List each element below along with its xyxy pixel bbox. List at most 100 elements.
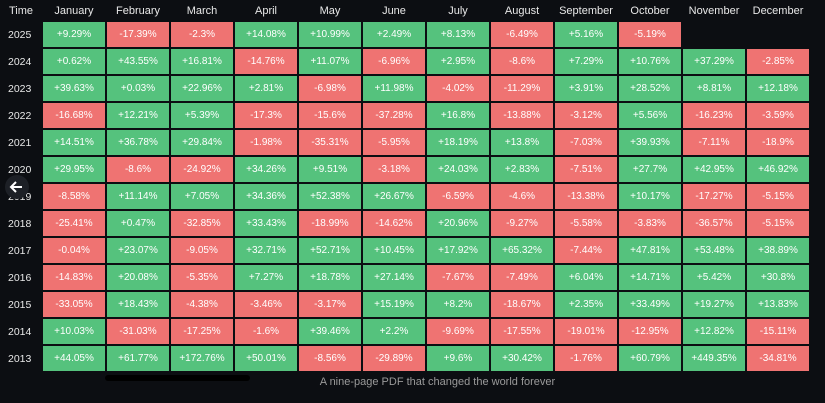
return-cell: -5.15%: [746, 183, 810, 210]
return-cell: -18.67%: [490, 291, 554, 318]
return-cell: -31.03%: [106, 318, 170, 345]
year-label: 2024: [0, 48, 42, 75]
return-cell: +29.95%: [42, 156, 106, 183]
return-cell: +47.81%: [618, 237, 682, 264]
return-cell: +0.03%: [106, 75, 170, 102]
return-cell: +20.08%: [106, 264, 170, 291]
return-cell: +52.71%: [298, 237, 362, 264]
return-cell: +2.81%: [234, 75, 298, 102]
return-cell: -17.39%: [106, 21, 170, 48]
return-cell: +5.16%: [554, 21, 618, 48]
return-cell: +34.26%: [234, 156, 298, 183]
return-cell: -3.18%: [362, 156, 426, 183]
return-cell: +11.14%: [106, 183, 170, 210]
return-cell: +0.47%: [106, 210, 170, 237]
return-cell: +17.92%: [426, 237, 490, 264]
column-header: February: [106, 0, 170, 21]
return-cell: +16.81%: [170, 48, 234, 75]
return-cell: -17.3%: [234, 102, 298, 129]
return-cell: -32.85%: [170, 210, 234, 237]
column-header: November: [682, 0, 746, 21]
return-cell: +26.67%: [362, 183, 426, 210]
return-cell: +39.93%: [618, 129, 682, 156]
return-cell: +13.83%: [746, 291, 810, 318]
column-header: December: [746, 0, 810, 21]
year-label: 2016: [0, 264, 42, 291]
return-cell: -15.11%: [746, 318, 810, 345]
return-cell: -34.81%: [746, 345, 810, 372]
return-cell: +9.6%: [426, 345, 490, 372]
return-cell: -17.55%: [490, 318, 554, 345]
return-cell: +2.83%: [490, 156, 554, 183]
return-cell: -2.3%: [170, 21, 234, 48]
return-cell: -37.28%: [362, 102, 426, 129]
return-cell: +33.49%: [618, 291, 682, 318]
return-cell: +8.13%: [426, 21, 490, 48]
return-cell: -7.67%: [426, 264, 490, 291]
return-cell: +449.35%: [682, 345, 746, 372]
column-header: October: [618, 0, 682, 21]
return-cell: -5.35%: [170, 264, 234, 291]
back-button[interactable]: [5, 175, 29, 199]
return-cell: +33.43%: [234, 210, 298, 237]
return-cell: +28.52%: [618, 75, 682, 102]
year-label: 2021: [0, 129, 42, 156]
return-cell: -25.41%: [42, 210, 106, 237]
return-cell: +5.56%: [618, 102, 682, 129]
return-cell: +11.07%: [298, 48, 362, 75]
return-cell: +8.2%: [426, 291, 490, 318]
return-cell: +12.82%: [682, 318, 746, 345]
return-cell: -5.58%: [554, 210, 618, 237]
return-cell: -14.62%: [362, 210, 426, 237]
return-cell: +20.96%: [426, 210, 490, 237]
column-header: June: [362, 0, 426, 21]
return-cell: -6.96%: [362, 48, 426, 75]
return-cell: -35.31%: [298, 129, 362, 156]
return-cell: +14.71%: [618, 264, 682, 291]
return-cell: -13.38%: [554, 183, 618, 210]
return-cell: +60.79%: [618, 345, 682, 372]
return-cell: -29.89%: [362, 345, 426, 372]
return-cell: -8.6%: [490, 48, 554, 75]
return-cell: +22.96%: [170, 75, 234, 102]
return-cell: -7.11%: [682, 129, 746, 156]
return-cell: -1.98%: [234, 129, 298, 156]
return-cell: -1.6%: [234, 318, 298, 345]
return-cell: -14.76%: [234, 48, 298, 75]
return-cell: +50.01%: [234, 345, 298, 372]
return-cell: -6.98%: [298, 75, 362, 102]
return-cell: -4.6%: [490, 183, 554, 210]
return-cell: +13.8%: [490, 129, 554, 156]
return-cell: +18.43%: [106, 291, 170, 318]
column-header: September: [554, 0, 618, 21]
return-cell: +12.18%: [746, 75, 810, 102]
return-cell: -3.46%: [234, 291, 298, 318]
return-cell: -33.05%: [42, 291, 106, 318]
return-cell: -9.05%: [170, 237, 234, 264]
return-cell: -15.6%: [298, 102, 362, 129]
scroll-indicator: [105, 375, 250, 381]
return-cell: +27.14%: [362, 264, 426, 291]
year-label: 2023: [0, 75, 42, 102]
return-cell: +27.7%: [618, 156, 682, 183]
return-cell: +10.99%: [298, 21, 362, 48]
return-cell: +29.84%: [170, 129, 234, 156]
return-cell: -17.27%: [682, 183, 746, 210]
column-header: April: [234, 0, 298, 21]
return-cell: +39.63%: [42, 75, 106, 102]
return-cell: +12.21%: [106, 102, 170, 129]
return-cell: +18.19%: [426, 129, 490, 156]
return-cell: +38.89%: [746, 237, 810, 264]
return-cell: +7.29%: [554, 48, 618, 75]
return-cell: +2.35%: [554, 291, 618, 318]
column-header: March: [170, 0, 234, 21]
return-cell: -16.23%: [682, 102, 746, 129]
return-cell: +24.03%: [426, 156, 490, 183]
return-cell: -9.27%: [490, 210, 554, 237]
return-cell: +32.71%: [234, 237, 298, 264]
return-cell: -17.25%: [170, 318, 234, 345]
return-cell: -7.03%: [554, 129, 618, 156]
return-cell: +10.45%: [362, 237, 426, 264]
return-cell: +36.78%: [106, 129, 170, 156]
